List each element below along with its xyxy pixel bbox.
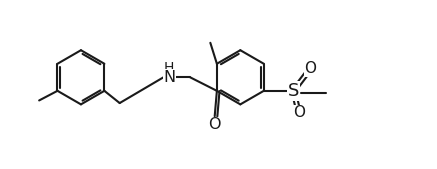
Text: N: N bbox=[163, 70, 175, 85]
Text: O: O bbox=[293, 105, 305, 120]
Text: S: S bbox=[288, 82, 299, 100]
Text: H: H bbox=[164, 61, 174, 75]
Text: O: O bbox=[304, 62, 316, 77]
Text: O: O bbox=[208, 117, 221, 132]
